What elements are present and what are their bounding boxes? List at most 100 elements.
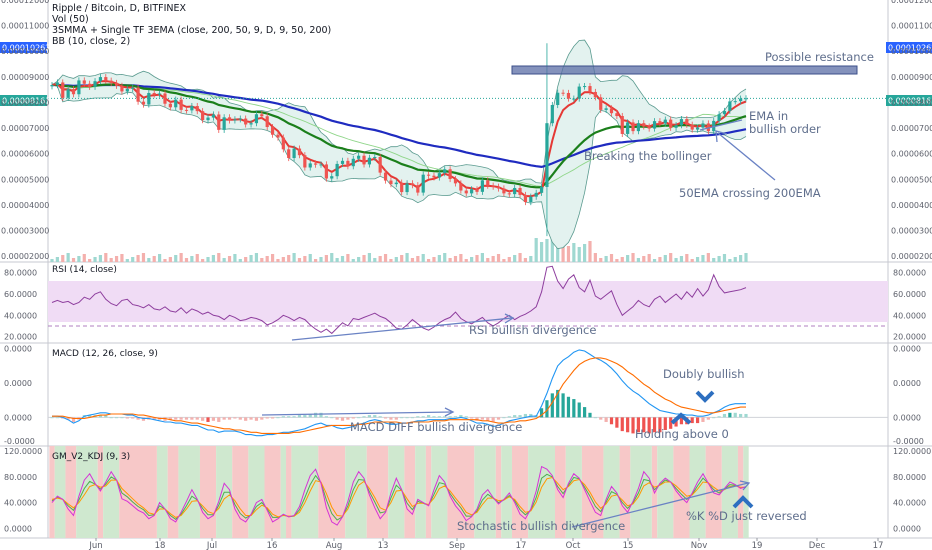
price-y-label-left: 0.00008000 [1, 98, 49, 107]
macd-histogram-bar [572, 399, 576, 418]
volume-bar [739, 255, 743, 262]
macd-histogram-bar [131, 417, 135, 419]
macd-histogram-bar [475, 417, 479, 421]
volume-bar [222, 258, 226, 262]
candle-body [394, 182, 398, 185]
macd-histogram-bar [523, 413, 528, 418]
candle-body [604, 108, 608, 110]
candle-body [357, 155, 361, 159]
kdj-region [673, 446, 690, 538]
candle-body [238, 118, 242, 120]
volume-bar [238, 259, 242, 262]
kdj-j-line [51, 473, 747, 521]
candle-body [195, 106, 199, 112]
candle-body [577, 86, 581, 99]
macd-histogram-bar [314, 412, 318, 418]
candle-body [609, 108, 614, 114]
macd-histogram-bar [324, 416, 328, 418]
kdj-region [689, 446, 706, 538]
kdj-region [447, 446, 475, 538]
macd-histogram-bar [577, 402, 581, 418]
price-overlays [48, 39, 888, 250]
candle-body [593, 91, 597, 98]
ema-cross-arrowhead [715, 130, 728, 143]
macd-histogram-bar [125, 417, 129, 419]
candle-body [77, 80, 81, 95]
price-y-label-right: 0.00005000 [891, 175, 932, 184]
kdj-y-label-left: 120.0000 [4, 447, 42, 456]
macd-histogram-bar [556, 389, 560, 418]
macd-histogram-bar [340, 417, 345, 421]
macd-histogram-bar [717, 416, 721, 418]
volume-bar [470, 257, 474, 262]
macd-y-label-right: -0.0000 [893, 437, 924, 446]
indicator-vol: Vol (50) [52, 14, 89, 25]
volume-bar [448, 258, 452, 262]
macd-histogram-bar [55, 417, 59, 419]
x-tick-label: 18 [155, 541, 166, 550]
annotation-bullish-order: bullish order [749, 122, 821, 136]
candle-body [491, 185, 495, 187]
candle-body [351, 158, 355, 167]
candle-body [179, 99, 183, 110]
kdj-region [65, 446, 77, 538]
macd-histogram-bar [695, 417, 700, 424]
macd-histogram-bar [362, 416, 366, 418]
price-y-label-right: 0.00006000 [891, 150, 932, 159]
volume-bar [227, 256, 232, 262]
macd-histogram-bar [518, 415, 522, 418]
macd-histogram-bar [297, 415, 302, 418]
volume-bar [276, 259, 280, 262]
macd-histogram-bar [583, 407, 587, 418]
rsi-y-label-left: 20.0000 [4, 333, 37, 342]
macd-histogram-bar [443, 416, 447, 418]
price-y-label-left: 0.00005000 [1, 175, 49, 184]
macd-histogram-bar [550, 393, 554, 418]
volume-bar [421, 254, 425, 262]
macd-histogram-bar [109, 417, 113, 419]
volume-bar [502, 259, 506, 262]
volume-bar [545, 239, 549, 262]
volume-bar [588, 241, 592, 262]
macd-histogram-bar [604, 417, 608, 422]
volume-bar [523, 258, 528, 262]
macd-histogram-bar [270, 417, 275, 419]
macd-y-label-left: 0.0000 [4, 345, 32, 354]
macd-histogram-bar [66, 417, 70, 420]
rsi-line [51, 265, 747, 335]
kdj-series [51, 465, 747, 526]
candle-body [545, 123, 549, 187]
kdj-region [199, 446, 217, 538]
volume-bar [513, 255, 517, 262]
macd-histogram-bar [539, 408, 544, 418]
macd-histogram-bar [432, 416, 436, 418]
candle-body [222, 117, 226, 130]
candle-body [174, 99, 178, 108]
price-y-label-left: 0.00007000 [1, 124, 49, 133]
macd-y-label-left: 0.0000 [4, 379, 32, 388]
volume-bar [615, 259, 619, 262]
volume-bar [491, 256, 495, 262]
volume-bar [249, 255, 253, 262]
macd-histogram-bar [114, 417, 119, 419]
candle-body [448, 169, 452, 180]
candle-body [147, 92, 151, 105]
macd-histogram-bar [184, 417, 189, 420]
candle-body [722, 110, 727, 115]
macd-histogram-bar [308, 413, 312, 418]
macd-histogram-bar [669, 417, 673, 429]
volume-bar [744, 253, 748, 262]
macd-histogram-bar [71, 417, 76, 422]
candle-body [421, 174, 425, 193]
rsi-y-label-right: 80.0000 [893, 269, 926, 278]
price-y-label-right: 0.00012000 [891, 0, 932, 5]
volume-bar [66, 253, 70, 262]
rsi-y-label-left: 80.0000 [4, 269, 37, 278]
kdj-region [286, 446, 292, 538]
candle-body [470, 189, 474, 194]
macd-histogram-bar [459, 415, 463, 418]
volume-bar [529, 256, 533, 262]
macd-histogram-bar [464, 416, 468, 418]
volume-bar [120, 254, 124, 262]
